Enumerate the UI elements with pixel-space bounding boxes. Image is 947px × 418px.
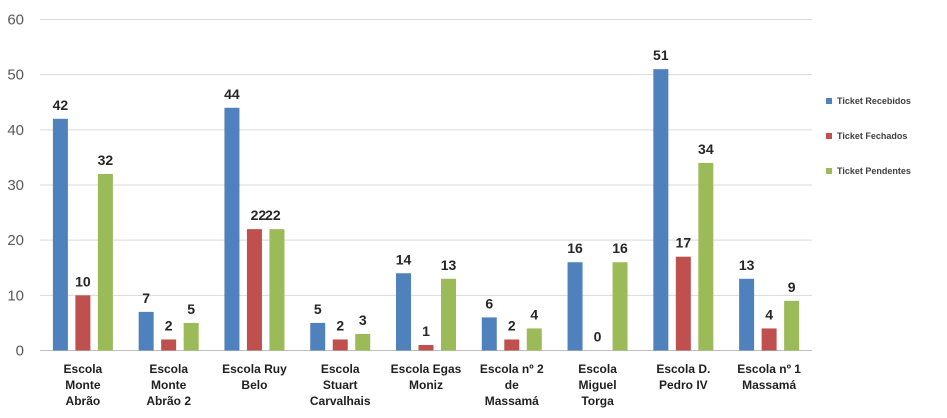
bar <box>739 278 755 351</box>
bar <box>310 322 326 351</box>
data-label: 17 <box>676 235 692 251</box>
legend-swatch <box>826 98 832 104</box>
x-tick-label: Escola Miguel Torga <box>578 362 617 408</box>
legend-swatch <box>826 168 832 174</box>
data-label: 42 <box>53 97 69 113</box>
legend-label: Ticket Fechados <box>837 131 907 141</box>
bar <box>784 300 800 351</box>
bar <box>269 229 285 351</box>
bar <box>441 278 456 351</box>
y-tick-label: 10 <box>7 287 24 304</box>
bar <box>504 339 520 351</box>
data-label: 2 <box>508 317 516 333</box>
gridlines <box>40 19 812 351</box>
bar <box>97 173 113 351</box>
y-tick-label: 30 <box>7 177 24 194</box>
bar <box>161 339 177 351</box>
legend-label: Ticket Recebidos <box>837 96 911 106</box>
data-label: 16 <box>567 240 583 256</box>
data-label: 2 <box>165 317 173 333</box>
data-label: 7 <box>142 290 150 306</box>
y-tick-label: 50 <box>7 67 24 84</box>
x-tick-label: Escola nº 2 de Massamá <box>480 362 544 408</box>
data-label: 16 <box>612 240 628 256</box>
data-label: 2 <box>336 317 344 333</box>
bar <box>761 328 777 351</box>
data-label: 1 <box>422 323 430 339</box>
x-tick-label: Escola D. Pedro IV <box>656 362 710 392</box>
bar <box>567 262 583 351</box>
x-tick-label: Escola Monte Abrão <box>64 362 103 408</box>
data-label: 10 <box>75 273 91 289</box>
data-label: 4 <box>765 306 773 322</box>
data-label: 0 <box>594 329 602 345</box>
bar <box>355 333 371 351</box>
bar <box>481 317 497 351</box>
bar <box>698 162 714 351</box>
x-tick-label: Escola nº 1 Massamá <box>737 362 801 392</box>
y-tick-label: 0 <box>16 343 24 360</box>
y-tick-label: 20 <box>7 232 24 249</box>
bar <box>138 311 154 351</box>
data-label: 9 <box>788 279 796 295</box>
bar <box>612 262 628 351</box>
data-label: 3 <box>359 312 367 328</box>
bar <box>183 322 199 351</box>
data-label: 14 <box>396 251 412 267</box>
bars <box>52 69 800 351</box>
bar <box>396 273 411 351</box>
data-label: 22 <box>251 207 267 223</box>
x-tick-label: Escola Monte Abrão 2 <box>146 362 191 408</box>
data-label: 13 <box>739 257 755 273</box>
y-axis: 0 10 20 30 40 50 60 <box>7 12 24 360</box>
bar <box>75 295 91 351</box>
data-label: 5 <box>314 301 322 317</box>
legend-label: Ticket Pendentes <box>837 166 911 176</box>
data-label: 51 <box>653 47 669 63</box>
y-tick-label: 60 <box>7 12 24 29</box>
data-label: 32 <box>98 152 114 168</box>
x-axis: Escola Monte Abrão Escola Monte Abrão 2 Escola… <box>64 362 802 408</box>
legend-swatch <box>826 133 832 139</box>
x-tick-label: Escola Egas Moniz <box>391 362 462 392</box>
data-label: 44 <box>224 86 240 102</box>
bar <box>675 256 691 351</box>
data-label: 13 <box>441 257 457 273</box>
bar <box>246 229 262 351</box>
x-tick-label: Escola Stuart Carvalhais <box>310 362 371 408</box>
bar <box>418 344 434 351</box>
bar <box>526 328 542 351</box>
bar <box>332 339 348 351</box>
data-label: 34 <box>698 141 714 157</box>
y-tick-label: 40 <box>7 122 24 139</box>
data-label: 6 <box>485 295 493 311</box>
x-tick-label: Escola Ruy Belo <box>222 362 287 392</box>
data-label: 22 <box>265 207 281 223</box>
bar <box>224 107 240 351</box>
bar <box>653 69 669 351</box>
data-label: 4 <box>530 306 538 322</box>
data-label: 5 <box>187 301 195 317</box>
bar <box>52 118 68 351</box>
legend: Ticket Recebidos Ticket Fechados Ticket Pe… <box>826 96 911 176</box>
